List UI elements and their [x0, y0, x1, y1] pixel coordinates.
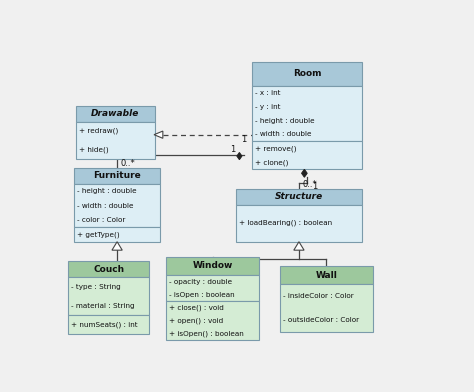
Text: + hide(): + hide(): [79, 146, 109, 153]
Bar: [252, 62, 362, 86]
Text: - opacity : double: - opacity : double: [169, 279, 232, 285]
Bar: [74, 227, 160, 242]
Text: + redraw(): + redraw(): [79, 128, 118, 134]
Text: + remove(): + remove(): [255, 145, 297, 152]
Bar: [68, 261, 149, 277]
Bar: [280, 285, 374, 332]
Text: - isOpen : boolean: - isOpen : boolean: [169, 292, 234, 298]
Text: + close() : void: + close() : void: [169, 304, 224, 311]
Text: 1: 1: [230, 145, 235, 154]
Bar: [166, 257, 259, 275]
Text: + numSeats() : int: + numSeats() : int: [72, 321, 138, 328]
Text: - type : String: - type : String: [72, 284, 121, 290]
Bar: [252, 86, 362, 142]
Text: + loadBearing() : boolean: + loadBearing() : boolean: [238, 220, 332, 227]
Text: - color : Color: - color : Color: [77, 217, 125, 223]
Text: 1: 1: [311, 182, 317, 191]
Text: + isOpen() : boolean: + isOpen() : boolean: [169, 330, 244, 337]
Text: - height : double: - height : double: [77, 188, 137, 194]
Bar: [252, 142, 362, 169]
Bar: [76, 106, 155, 122]
Text: - width : double: - width : double: [77, 203, 133, 209]
Text: Room: Room: [293, 69, 321, 78]
Text: - x : int: - x : int: [255, 90, 281, 96]
Text: Drawable: Drawable: [91, 109, 139, 118]
Text: + open() : void: + open() : void: [169, 317, 223, 324]
Text: - y : int: - y : int: [255, 103, 281, 110]
Bar: [166, 275, 259, 301]
Text: + getType(): + getType(): [77, 231, 119, 238]
Text: + clone(): + clone(): [255, 159, 288, 165]
Bar: [236, 205, 362, 242]
Text: Structure: Structure: [275, 192, 323, 201]
Text: - height : double: - height : double: [255, 118, 315, 123]
Text: - insideColor : Color: - insideColor : Color: [283, 294, 353, 299]
Bar: [166, 301, 259, 340]
Polygon shape: [112, 242, 122, 250]
Text: 0..*: 0..*: [302, 180, 318, 189]
Text: 0..*: 0..*: [121, 159, 136, 168]
Text: - width : double: - width : double: [255, 131, 311, 138]
Text: - material : String: - material : String: [72, 303, 135, 309]
Text: Window: Window: [192, 261, 233, 270]
Polygon shape: [237, 152, 242, 160]
Bar: [236, 189, 362, 205]
Text: - outsideColor : Color: - outsideColor : Color: [283, 318, 359, 323]
Text: Couch: Couch: [93, 265, 124, 274]
Bar: [280, 266, 374, 285]
Polygon shape: [294, 242, 304, 250]
Polygon shape: [301, 169, 307, 177]
Text: Wall: Wall: [316, 270, 337, 279]
Polygon shape: [154, 131, 163, 138]
Text: Furniture: Furniture: [93, 171, 141, 180]
Bar: [76, 122, 155, 159]
Bar: [68, 277, 149, 315]
Bar: [68, 315, 149, 334]
Bar: [74, 184, 160, 227]
Bar: [74, 168, 160, 184]
Text: 1: 1: [241, 135, 246, 144]
